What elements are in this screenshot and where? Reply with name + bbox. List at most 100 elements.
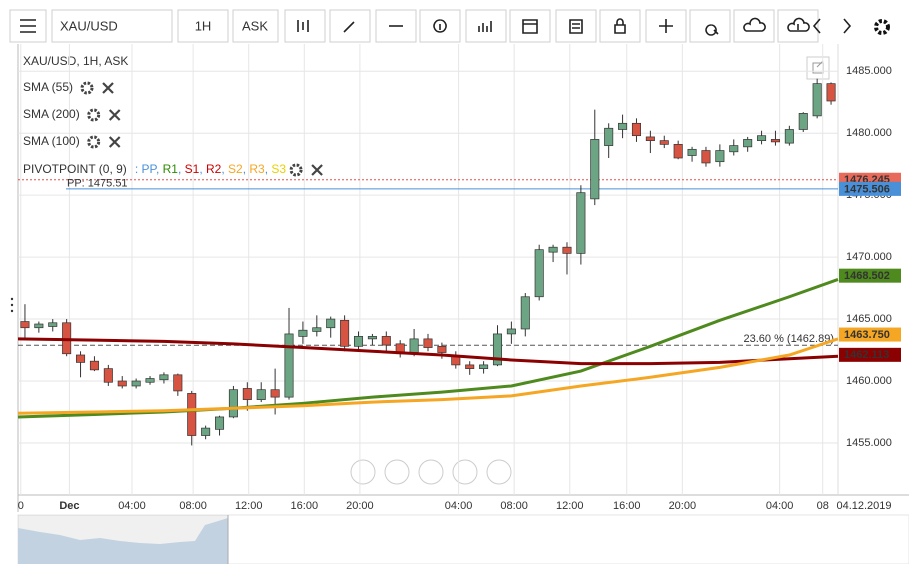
candle-body <box>757 135 767 141</box>
candle-body <box>256 389 266 400</box>
legend-text: S3 <box>271 162 286 176</box>
side-button[interactable] <box>232 9 279 43</box>
tool-icon <box>787 17 810 32</box>
tool-button[interactable] <box>509 9 551 43</box>
price-tag <box>839 347 901 362</box>
candle-body <box>284 333 294 398</box>
symbol-box[interactable] <box>51 9 173 43</box>
candle-body <box>131 380 141 387</box>
x-tick-label: 20:00 <box>669 500 697 512</box>
candle-body <box>437 345 447 353</box>
interval-button[interactable] <box>177 9 229 43</box>
legend-remove[interactable] <box>108 109 121 121</box>
candle-body <box>604 127 614 146</box>
price-tag-label: 1463.750 <box>844 329 890 341</box>
plot-area: PP: 1475.51 23.60 % (1462.89) <box>18 44 839 495</box>
tool-button[interactable] <box>689 9 731 43</box>
candle-body <box>534 249 544 298</box>
candle-body <box>826 83 836 102</box>
legend-text: R2 <box>206 162 222 176</box>
legend-text: , <box>178 162 185 176</box>
x-tick-label: 0 <box>18 500 24 512</box>
candle-body <box>215 416 225 430</box>
legend-remove[interactable] <box>102 82 114 94</box>
legend-text: PP <box>141 162 157 176</box>
price-tag-label: 1468.502 <box>844 270 890 282</box>
sma-line <box>18 337 839 415</box>
price-tag <box>839 181 901 196</box>
candle-body <box>715 150 725 163</box>
toolbar: XAU/USD 1H ASK <box>9 9 890 43</box>
next-arrow[interactable] <box>843 18 852 34</box>
tool-icon <box>478 21 492 32</box>
candle-body <box>492 333 503 366</box>
legend-entry: SMA (100) <box>23 134 80 148</box>
candle-body <box>312 327 322 332</box>
date-label: 04.12.2019 <box>836 500 891 512</box>
interval: 1H <box>195 18 212 33</box>
candle-body <box>159 374 169 381</box>
candle-body <box>353 336 364 347</box>
pivot-line-label: PP: 1475.51 <box>67 178 128 190</box>
settings-icon[interactable] <box>874 19 890 35</box>
candle-body <box>20 321 30 329</box>
side: ASK <box>242 18 268 33</box>
nav-button[interactable] <box>384 459 410 485</box>
tool-button[interactable] <box>733 9 775 43</box>
price-tag <box>839 327 901 342</box>
candle-body <box>659 140 669 145</box>
legend-remove[interactable] <box>311 164 323 176</box>
legend-settings[interactable] <box>289 163 303 177</box>
x-tick-label: 04:00 <box>445 500 473 512</box>
x-tick-label: 08:00 <box>179 500 207 512</box>
nav-button[interactable] <box>452 459 478 485</box>
nav-button[interactable] <box>418 459 444 485</box>
candle-body <box>89 360 99 371</box>
candle-body <box>423 338 433 348</box>
legend-text: PIVOTPOINT (0, 9) <box>23 162 127 176</box>
navigation-buttons <box>350 459 512 485</box>
tool-icon <box>297 20 309 32</box>
x-tick-label: 16:00 <box>613 500 641 512</box>
candle-body <box>729 145 739 153</box>
legend-settings[interactable] <box>87 135 101 149</box>
candle-body <box>743 139 753 148</box>
candle-body <box>770 139 780 143</box>
candle-body <box>187 393 197 436</box>
candle-body <box>173 374 183 392</box>
candle-body <box>576 192 586 254</box>
drag-handle[interactable] <box>10 297 14 313</box>
candle-body <box>673 144 683 159</box>
legend-title: XAU/USD, 1H, ASK <box>23 54 128 68</box>
x-tick-label: 12:00 <box>556 500 584 512</box>
candle-body <box>687 148 697 156</box>
tool-icon <box>522 19 538 34</box>
prev-arrow[interactable] <box>812 18 821 34</box>
tool-icon <box>705 24 719 36</box>
candle-body <box>465 364 475 369</box>
candle-body <box>590 139 600 200</box>
tool-button[interactable] <box>465 9 507 43</box>
candle-body <box>34 323 44 329</box>
legend-text: , <box>156 162 163 176</box>
candle-body <box>562 246 572 254</box>
nav-button[interactable] <box>486 459 512 485</box>
nav-button[interactable] <box>350 459 376 485</box>
candle-body <box>298 329 308 337</box>
y-tick-label: 1455.000 <box>846 437 892 449</box>
candle-body <box>367 336 377 340</box>
tool-button[interactable] <box>555 9 597 43</box>
legend-remove[interactable] <box>108 136 121 148</box>
x-tick-label: 04:00 <box>766 500 794 512</box>
tool-icon <box>614 18 626 34</box>
popout-button[interactable] <box>806 56 830 80</box>
tool-icon <box>343 21 355 33</box>
legend-settings[interactable] <box>87 108 101 122</box>
candle-body <box>48 322 58 327</box>
tool-button[interactable] <box>599 9 641 43</box>
legend-settings[interactable] <box>80 81 94 95</box>
legend-entry: SMA (55) <box>23 80 73 94</box>
candle-body <box>784 129 794 144</box>
tool-button[interactable] <box>284 9 326 43</box>
x-tick-label: Dec <box>59 500 79 512</box>
